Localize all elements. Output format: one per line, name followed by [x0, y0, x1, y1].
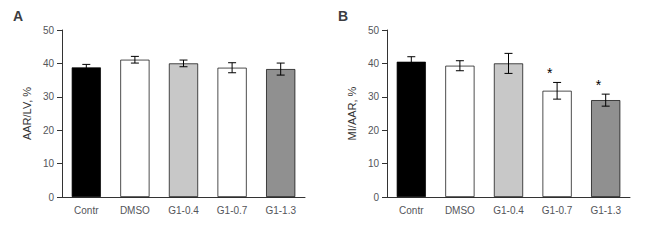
svg-text:50: 50 — [368, 25, 380, 36]
svg-text:*: * — [596, 77, 602, 93]
svg-text:20: 20 — [43, 125, 55, 136]
svg-text:B: B — [338, 8, 348, 24]
svg-text:A: A — [13, 8, 23, 24]
svg-text:50: 50 — [43, 25, 55, 36]
svg-text:Contr: Contr — [74, 205, 99, 216]
svg-text:30: 30 — [368, 91, 380, 102]
svg-text:20: 20 — [368, 125, 380, 136]
svg-text:G1-1.3: G1-1.3 — [590, 205, 621, 216]
svg-text:G1-0.4: G1-0.4 — [168, 205, 199, 216]
svg-text:10: 10 — [43, 158, 55, 169]
svg-text:40: 40 — [368, 58, 380, 69]
svg-text:0: 0 — [48, 192, 54, 203]
svg-text:G1-1.3: G1-1.3 — [265, 205, 296, 216]
svg-text:Contr: Contr — [399, 205, 424, 216]
svg-text:*: * — [547, 65, 553, 81]
svg-text:10: 10 — [368, 158, 380, 169]
svg-text:40: 40 — [43, 58, 55, 69]
svg-text:G1-0.7: G1-0.7 — [542, 205, 573, 216]
svg-text:0: 0 — [373, 192, 379, 203]
svg-text:30: 30 — [43, 91, 55, 102]
svg-text:MI/AAR, %: MI/AAR, % — [346, 86, 358, 140]
svg-text:DMSO: DMSO — [445, 205, 475, 216]
svg-text:AAR/LV, %: AAR/LV, % — [21, 87, 33, 140]
svg-text:DMSO: DMSO — [120, 205, 150, 216]
svg-text:G1-0.4: G1-0.4 — [493, 205, 524, 216]
svg-text:G1-0.7: G1-0.7 — [217, 205, 248, 216]
